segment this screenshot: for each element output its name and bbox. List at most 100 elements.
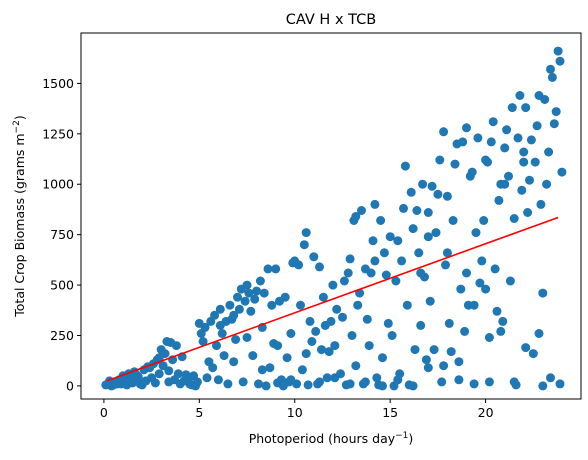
data-point-119: [346, 254, 355, 263]
data-point-254: [393, 375, 402, 384]
y-tick-label-1250: 1250: [42, 126, 74, 141]
data-point-147: [399, 204, 408, 213]
data-point-65: [241, 297, 250, 306]
data-point-259: [470, 301, 479, 310]
data-point-105: [317, 345, 326, 354]
x-axis-label-main: Photoperiod (hours day: [249, 431, 396, 446]
data-point-159: [422, 355, 431, 364]
data-point-70: [250, 295, 259, 304]
data-point-141: [388, 331, 397, 340]
x-axis-label: Photoperiod (hours day−1): [249, 431, 414, 446]
data-point-169: [441, 260, 450, 269]
data-point-89: [286, 329, 295, 338]
data-point-233: [113, 379, 122, 388]
data-point-178: [458, 137, 467, 146]
y-tick-label-750: 750: [50, 227, 74, 242]
y-tick-label-1500: 1500: [42, 76, 74, 91]
data-point-268: [370, 256, 379, 265]
data-point-205: [510, 214, 519, 223]
data-point-81: [271, 264, 280, 273]
data-point-137: [380, 248, 389, 257]
data-point-265: [546, 373, 555, 382]
x-axis: 0 5 10 15 20: [100, 399, 494, 420]
data-point-229: [556, 57, 565, 66]
data-point-166: [435, 156, 444, 165]
data-point-252: [361, 377, 370, 386]
data-point-219: [536, 200, 545, 209]
data-point-72: [254, 379, 263, 388]
data-point-97: [302, 228, 311, 237]
data-point-57: [225, 301, 234, 310]
data-point-192: [485, 377, 494, 386]
data-point-69: [248, 351, 257, 360]
chart-title: CAV H x TCB: [286, 12, 376, 28]
data-point-253: [378, 381, 387, 390]
data-point-122: [351, 361, 360, 370]
data-point-261: [496, 327, 505, 336]
data-point-228: [554, 47, 563, 56]
data-point-148: [401, 162, 410, 171]
data-point-79: [267, 301, 276, 310]
data-point-241: [203, 373, 212, 382]
data-point-251: [346, 379, 355, 388]
data-point-110: [327, 317, 336, 326]
x-tick-label-0: 0: [100, 405, 108, 420]
data-point-203: [506, 277, 515, 286]
data-point-140: [386, 232, 395, 241]
data-point-135: [376, 216, 385, 225]
data-point-197: [494, 196, 503, 205]
data-point-106: [319, 293, 328, 302]
data-point-99: [306, 317, 315, 326]
data-point-256: [424, 363, 433, 372]
data-point-51: [214, 375, 223, 384]
data-point-23: [155, 369, 164, 378]
data-point-224: [546, 65, 555, 74]
data-point-275: [519, 158, 528, 167]
data-point-173: [449, 216, 458, 225]
y-tick-label-1000: 1000: [42, 177, 74, 192]
data-point-60: [231, 335, 240, 344]
data-point-64: [239, 377, 248, 386]
data-point-217: [533, 121, 542, 130]
data-point-179: [460, 327, 469, 336]
data-point-75: [260, 289, 269, 298]
data-point-163: [430, 345, 439, 354]
x-tick-label-10: 10: [287, 405, 303, 420]
data-point-247: [286, 375, 295, 384]
data-point-151: [407, 188, 416, 197]
data-point-154: [412, 206, 421, 215]
data-point-136: [378, 353, 387, 362]
data-point-208: [515, 91, 524, 100]
data-point-214: [527, 135, 536, 144]
x-tick-label-15: 15: [382, 405, 398, 420]
data-point-246: [273, 341, 282, 350]
data-point-100: [307, 337, 316, 346]
data-point-77: [264, 264, 273, 273]
data-point-258: [454, 357, 463, 366]
data-point-272: [462, 269, 471, 278]
data-point-216: [531, 158, 540, 167]
data-point-87: [283, 353, 292, 362]
data-point-176: [454, 375, 463, 384]
y-tick-label-500: 500: [50, 278, 74, 293]
data-point-225: [548, 73, 557, 82]
data-point-54: [220, 351, 229, 360]
data-point-162: [428, 182, 437, 191]
data-point-52: [216, 305, 225, 314]
data-point-76: [262, 381, 271, 390]
data-point-195: [491, 264, 500, 273]
data-point-230: [557, 168, 566, 177]
data-point-255: [409, 381, 418, 390]
data-point-245: [258, 365, 267, 374]
y-axis-label-superscript: −2: [12, 120, 22, 133]
data-point-48: [208, 363, 217, 372]
data-point-146: [397, 256, 406, 265]
data-point-123: [353, 301, 362, 310]
data-point-59: [229, 357, 238, 366]
y-axis-label-end: ): [12, 115, 27, 120]
data-point-144: [393, 236, 402, 245]
x-tick-label-5: 5: [195, 405, 203, 420]
data-point-120: [348, 331, 357, 340]
data-point-185: [472, 228, 481, 237]
